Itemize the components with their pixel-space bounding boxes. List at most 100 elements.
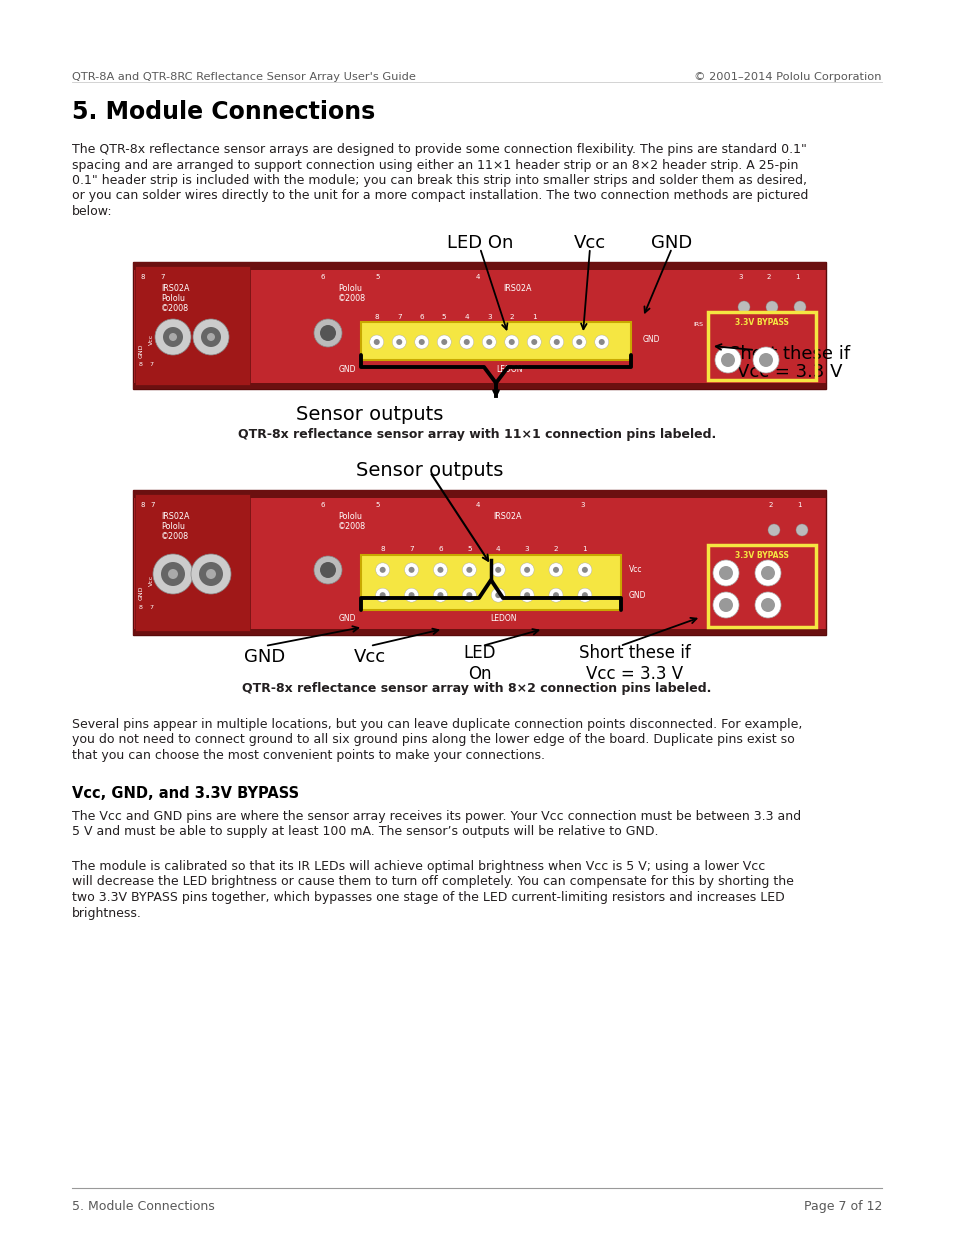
Circle shape — [374, 338, 379, 345]
Text: 3: 3 — [580, 501, 584, 508]
Circle shape — [163, 327, 183, 347]
Text: IRS02A: IRS02A — [161, 513, 190, 521]
Circle shape — [463, 338, 469, 345]
Text: 3: 3 — [486, 314, 491, 320]
Text: The QTR-8x reflectance sensor arrays are designed to provide some connection fle: The QTR-8x reflectance sensor arrays are… — [71, 143, 806, 156]
Circle shape — [508, 338, 515, 345]
Text: 2: 2 — [509, 314, 514, 320]
Bar — [707, 312, 815, 380]
Circle shape — [201, 327, 221, 347]
Text: brightness.: brightness. — [71, 906, 142, 920]
Circle shape — [519, 588, 534, 603]
Text: 2: 2 — [553, 546, 558, 552]
Bar — [132, 383, 825, 389]
Text: 5: 5 — [375, 274, 380, 280]
Circle shape — [404, 563, 418, 577]
Text: The Vcc and GND pins are where the sensor array receives its power. Your Vcc con: The Vcc and GND pins are where the senso… — [71, 810, 801, 823]
Text: below:: below: — [71, 205, 112, 219]
Text: IRS02A: IRS02A — [502, 284, 531, 293]
Text: GND: GND — [338, 366, 355, 374]
Circle shape — [738, 301, 749, 312]
Circle shape — [548, 588, 562, 603]
Circle shape — [193, 319, 229, 354]
Text: ©2008: ©2008 — [337, 294, 366, 303]
Text: QTR-8x reflectance sensor array with 11×1 connection pins labeled.: QTR-8x reflectance sensor array with 11×… — [237, 429, 716, 441]
Circle shape — [714, 347, 740, 373]
Circle shape — [482, 335, 496, 350]
Circle shape — [459, 335, 474, 350]
Circle shape — [523, 592, 530, 598]
Circle shape — [495, 592, 500, 598]
Circle shape — [793, 301, 805, 312]
Circle shape — [578, 563, 591, 577]
Bar — [132, 629, 825, 635]
Circle shape — [199, 562, 223, 585]
Text: LEDON: LEDON — [490, 614, 517, 622]
Circle shape — [720, 353, 734, 367]
Circle shape — [404, 588, 418, 603]
Circle shape — [466, 592, 472, 598]
Circle shape — [168, 569, 178, 579]
Circle shape — [795, 524, 807, 536]
Circle shape — [712, 559, 739, 585]
Circle shape — [207, 333, 214, 341]
Circle shape — [392, 335, 406, 350]
Text: 1: 1 — [796, 501, 801, 508]
Circle shape — [462, 588, 476, 603]
Circle shape — [206, 569, 215, 579]
Circle shape — [433, 563, 447, 577]
Circle shape — [408, 567, 415, 573]
Text: IRS02A: IRS02A — [493, 513, 521, 521]
Circle shape — [759, 353, 772, 367]
Circle shape — [375, 563, 389, 577]
Circle shape — [437, 592, 443, 598]
Circle shape — [767, 524, 780, 536]
Circle shape — [760, 566, 774, 580]
Text: will decrease the LED brightness or cause them to turn off completely. You can c: will decrease the LED brightness or caus… — [71, 876, 793, 888]
Circle shape — [754, 592, 781, 618]
Bar — [132, 262, 825, 270]
Circle shape — [578, 588, 591, 603]
Text: Pololu: Pololu — [337, 284, 361, 293]
Circle shape — [548, 563, 562, 577]
Text: Vcc = 3.3 V: Vcc = 3.3 V — [737, 363, 841, 382]
Circle shape — [765, 301, 778, 312]
Text: 1: 1 — [794, 274, 799, 280]
Bar — [132, 490, 825, 498]
Circle shape — [154, 319, 191, 354]
Text: 2: 2 — [768, 501, 772, 508]
Circle shape — [319, 325, 335, 341]
Text: Sensor outputs: Sensor outputs — [296, 405, 443, 424]
Text: 2: 2 — [766, 274, 770, 280]
Text: 7: 7 — [149, 605, 152, 610]
Text: 5: 5 — [441, 314, 446, 320]
Text: Page 7 of 12: Page 7 of 12 — [802, 1200, 882, 1213]
Bar — [132, 490, 825, 635]
Circle shape — [712, 592, 739, 618]
Text: Pololu: Pololu — [161, 522, 185, 531]
Circle shape — [752, 347, 779, 373]
Text: 3.3V BYPASS: 3.3V BYPASS — [735, 551, 788, 559]
Circle shape — [523, 567, 530, 573]
Text: 4: 4 — [496, 546, 500, 552]
Text: GND: GND — [642, 335, 659, 343]
Text: 3: 3 — [738, 274, 742, 280]
Circle shape — [572, 335, 586, 350]
Text: Vcc: Vcc — [574, 233, 605, 252]
Text: GND: GND — [628, 590, 646, 600]
Circle shape — [437, 567, 443, 573]
Bar — [360, 555, 620, 610]
Circle shape — [436, 335, 451, 350]
Circle shape — [319, 562, 335, 578]
Text: 8: 8 — [380, 546, 385, 552]
Text: Vcc: Vcc — [149, 333, 153, 346]
Bar — [135, 266, 250, 385]
Circle shape — [379, 592, 385, 598]
Text: GND: GND — [338, 614, 355, 622]
Circle shape — [504, 335, 518, 350]
Circle shape — [491, 563, 505, 577]
Text: Sensor outputs: Sensor outputs — [355, 461, 503, 480]
Text: 4: 4 — [476, 274, 479, 280]
Text: Vcc: Vcc — [628, 566, 641, 574]
Text: QTR-8A and QTR-8RC Reflectance Sensor Array User's Guide: QTR-8A and QTR-8RC Reflectance Sensor Ar… — [71, 72, 416, 82]
